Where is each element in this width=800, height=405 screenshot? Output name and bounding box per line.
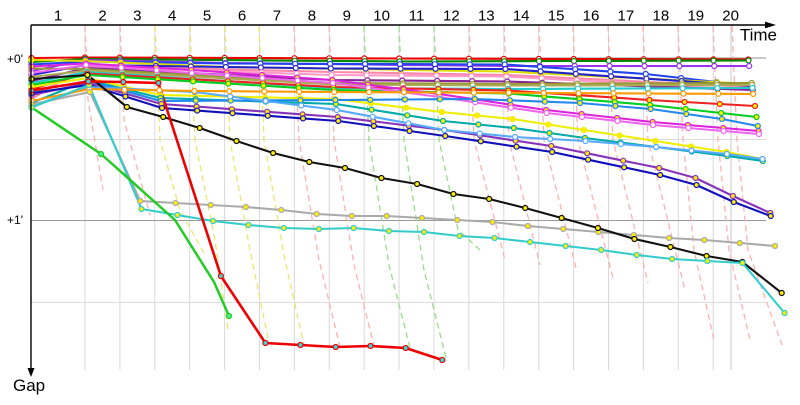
svg-text:11: 11 — [409, 8, 425, 25]
svg-text:+0': +0' — [7, 52, 23, 66]
svg-text:17: 17 — [618, 8, 635, 25]
svg-text:9: 9 — [343, 8, 351, 25]
svg-text:4: 4 — [168, 8, 176, 25]
svg-text:5: 5 — [203, 8, 211, 25]
svg-text:10: 10 — [373, 8, 390, 25]
svg-text:3: 3 — [133, 8, 141, 25]
svg-text:13: 13 — [478, 8, 495, 25]
svg-text:7: 7 — [273, 8, 281, 25]
svg-text:6: 6 — [238, 8, 246, 25]
svg-text:+1': +1' — [7, 213, 23, 227]
svg-text:20: 20 — [722, 8, 739, 25]
svg-text:16: 16 — [583, 8, 600, 25]
svg-text:15: 15 — [548, 8, 565, 25]
svg-text:2: 2 — [98, 8, 106, 25]
svg-text:8: 8 — [308, 8, 316, 25]
svg-text:14: 14 — [513, 8, 530, 25]
svg-text:Time: Time — [740, 26, 777, 45]
svg-text:19: 19 — [687, 8, 704, 25]
svg-text:Gap: Gap — [13, 376, 45, 395]
svg-text:1: 1 — [54, 8, 62, 25]
svg-text:18: 18 — [653, 8, 670, 25]
svg-text:12: 12 — [443, 8, 460, 25]
